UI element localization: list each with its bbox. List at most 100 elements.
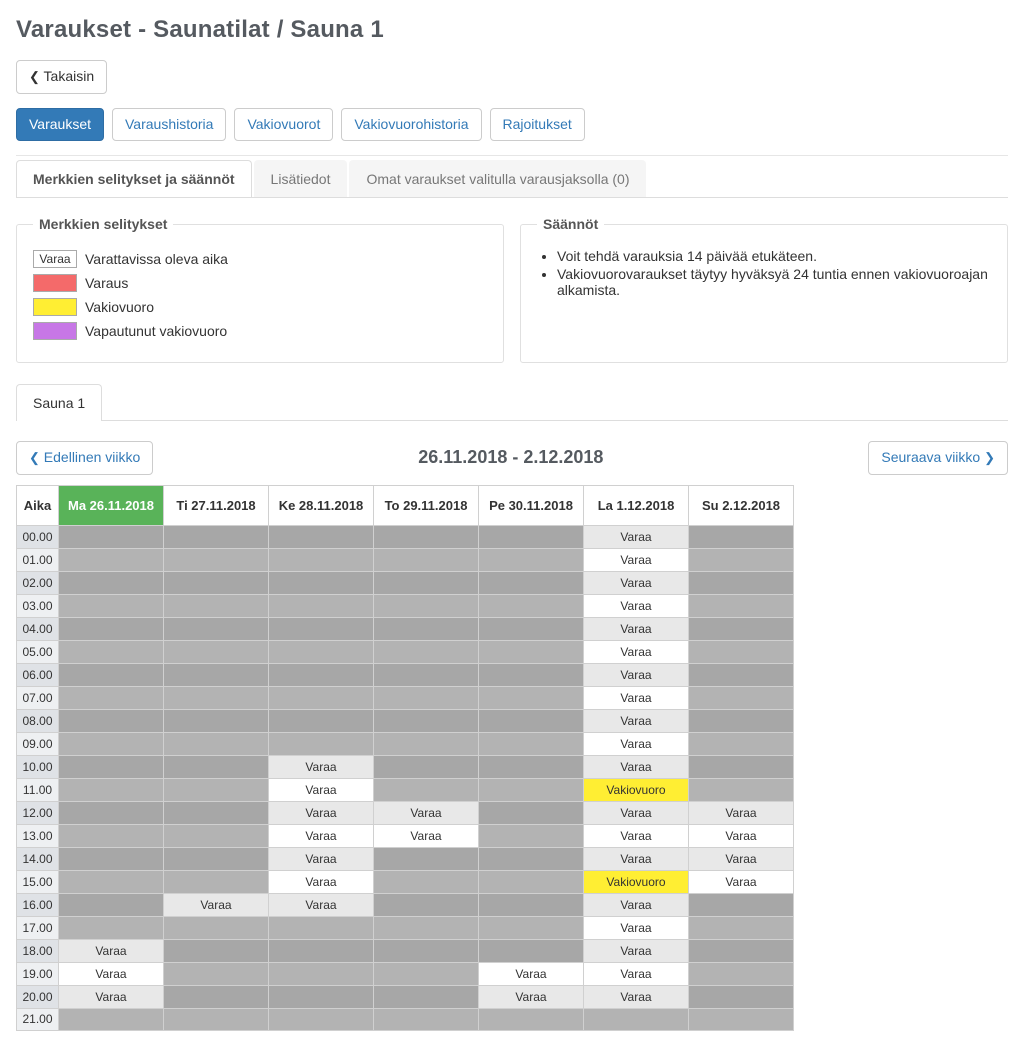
slot-blocked [689, 595, 793, 617]
slot-blocked [689, 894, 793, 916]
slot-blocked [164, 825, 268, 847]
time-label: 03.00 [17, 594, 59, 617]
sub-tab-lisatiedot[interactable]: Lisätiedot [254, 160, 348, 197]
slot-available[interactable]: Varaa [269, 848, 373, 870]
slot-blocked [689, 710, 793, 732]
slot-available[interactable]: Varaa [689, 871, 793, 893]
slot-blocked [374, 986, 478, 1008]
slot-blocked [59, 917, 163, 939]
slot-available[interactable]: Varaa [584, 917, 688, 939]
slot-available[interactable]: Varaa [59, 963, 163, 985]
time-label: 00.00 [17, 525, 59, 548]
slot-blocked [59, 802, 163, 824]
slot-available[interactable]: Varaa [584, 595, 688, 617]
slot-available[interactable]: Varaa [584, 572, 688, 594]
resource-tab[interactable]: Sauna 1 [16, 384, 102, 421]
time-label: 16.00 [17, 893, 59, 916]
slot-available[interactable]: Varaa [584, 940, 688, 962]
slot-blocked [59, 549, 163, 571]
slot-blocked [164, 802, 268, 824]
slot-vakiovuoro[interactable]: Vakiovuoro [584, 871, 688, 893]
slot-available[interactable]: Varaa [164, 894, 268, 916]
back-button[interactable]: ❮ Takaisin [16, 60, 107, 94]
slot-available[interactable]: Varaa [584, 618, 688, 640]
slot-blocked [374, 549, 478, 571]
slot-available[interactable]: Varaa [269, 756, 373, 778]
slot-blocked [479, 756, 583, 778]
legend-label: Varattavissa oleva aika [85, 251, 228, 267]
slot-blocked [479, 802, 583, 824]
schedule-table: AikaMa 26.11.2018Ti 27.11.2018Ke 28.11.2… [16, 485, 794, 1031]
legend-label: Vapautunut vakiovuoro [85, 323, 227, 339]
nav-tab-varaukset[interactable]: Varaukset [16, 108, 104, 142]
chevron-left-icon: ❮ [29, 450, 40, 465]
day-header-mon: Ma 26.11.2018 [59, 485, 164, 525]
slot-available[interactable]: Varaa [584, 848, 688, 870]
slot-blocked [269, 710, 373, 732]
slot-blocked [374, 664, 478, 686]
slot-blocked [689, 756, 793, 778]
nav-tab-rajoitukset[interactable]: Rajoitukset [490, 108, 585, 142]
time-label: 14.00 [17, 847, 59, 870]
slot-blocked [374, 963, 478, 985]
slot-blocked [269, 733, 373, 755]
legend-item: Vakiovuoro [33, 298, 487, 316]
slot-blocked [59, 664, 163, 686]
sub-tab-omat[interactable]: Omat varaukset valitulla varausjaksolla … [349, 160, 646, 197]
slot-blocked [689, 618, 793, 640]
next-week-button[interactable]: Seuraava viikko ❯ [868, 441, 1008, 475]
slot-available[interactable]: Varaa [584, 894, 688, 916]
slot-available[interactable]: Varaa [584, 986, 688, 1008]
slot-vakiovuoro[interactable]: Vakiovuoro [584, 779, 688, 801]
slot-available[interactable]: Varaa [584, 825, 688, 847]
slot-available[interactable]: Varaa [584, 733, 688, 755]
slot-blocked [269, 549, 373, 571]
slot-available[interactable]: Varaa [584, 664, 688, 686]
slot-available[interactable]: Varaa [689, 802, 793, 824]
slot-available[interactable]: Varaa [59, 940, 163, 962]
prev-week-button[interactable]: ❮ Edellinen viikko [16, 441, 153, 475]
slot-available[interactable]: Varaa [584, 756, 688, 778]
slot-available[interactable]: Varaa [584, 710, 688, 732]
sub-tab-legend[interactable]: Merkkien selitykset ja säännöt [16, 160, 252, 197]
nav-tab-vakiovuorot[interactable]: Vakiovuorot [234, 108, 333, 142]
slot-available[interactable]: Varaa [584, 549, 688, 571]
slot-available[interactable]: Varaa [374, 802, 478, 824]
slot-blocked [479, 526, 583, 548]
slot-blocked [374, 779, 478, 801]
slot-available[interactable]: Varaa [269, 825, 373, 847]
slot-available[interactable]: Varaa [479, 986, 583, 1008]
slot-available[interactable]: Varaa [269, 802, 373, 824]
nav-tabs: VarauksetVaraushistoriaVakiovuorotVakiov… [16, 108, 1008, 142]
slot-available[interactable]: Varaa [584, 687, 688, 709]
slot-available[interactable]: Varaa [584, 963, 688, 985]
slot-available[interactable]: Varaa [689, 848, 793, 870]
slot-available[interactable]: Varaa [584, 802, 688, 824]
nav-tab-vakiovuorohistoria[interactable]: Vakiovuorohistoria [341, 108, 481, 142]
slot-available[interactable]: Varaa [374, 825, 478, 847]
nav-tab-varaushistoria[interactable]: Varaushistoria [112, 108, 226, 142]
time-label: 11.00 [17, 778, 59, 801]
slot-blocked [59, 618, 163, 640]
time-label: 04.00 [17, 617, 59, 640]
slot-available[interactable]: Varaa [269, 894, 373, 916]
slot-available[interactable]: Varaa [59, 986, 163, 1008]
slot-available[interactable]: Varaa [584, 526, 688, 548]
slot-available[interactable]: Varaa [479, 963, 583, 985]
slot-blocked [269, 963, 373, 985]
slot-blocked [164, 664, 268, 686]
slot-blocked [269, 618, 373, 640]
slot-available[interactable]: Varaa [584, 641, 688, 663]
day-header-wed: Ke 28.11.2018 [269, 485, 374, 525]
rule-item: Vakiovuorovaraukset täytyy hyväksyä 24 t… [557, 266, 991, 298]
slot-blocked [59, 710, 163, 732]
slot-available[interactable]: Varaa [269, 871, 373, 893]
slot-blocked [164, 848, 268, 870]
time-label: 17.00 [17, 916, 59, 939]
slot-available[interactable]: Varaa [269, 779, 373, 801]
slot-blocked [479, 641, 583, 663]
rules-title: Säännöt [537, 216, 604, 232]
slot-blocked [164, 986, 268, 1008]
slot-blocked [269, 986, 373, 1008]
slot-available[interactable]: Varaa [689, 825, 793, 847]
